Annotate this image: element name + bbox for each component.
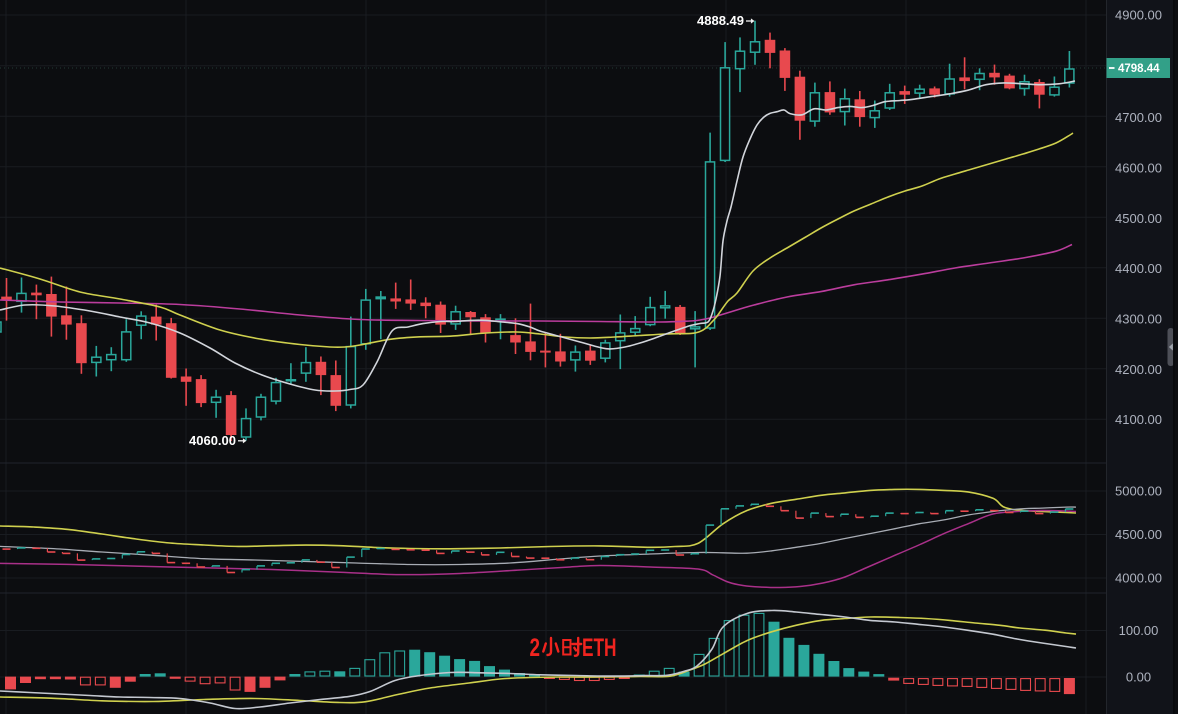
svg-text:5000.00: 5000.00: [1115, 484, 1162, 499]
svg-text:4700.00: 4700.00: [1115, 110, 1162, 125]
svg-text:4500.00: 4500.00: [1115, 527, 1162, 542]
svg-text:4888.49: 4888.49: [697, 13, 744, 28]
svg-text:4060.00: 4060.00: [189, 433, 236, 448]
svg-text:2: 2: [530, 634, 541, 662]
svg-text:4400.00: 4400.00: [1115, 261, 1162, 276]
svg-text:4300.00: 4300.00: [1115, 312, 1162, 327]
svg-text:4798.44: 4798.44: [1118, 63, 1160, 75]
svg-text:4600.00: 4600.00: [1115, 161, 1162, 176]
svg-text:4100.00: 4100.00: [1115, 412, 1162, 427]
svg-text:4500.00: 4500.00: [1115, 211, 1162, 226]
svg-text:4000.00: 4000.00: [1115, 571, 1162, 586]
svg-text:100.00: 100.00: [1119, 623, 1159, 638]
svg-text:0.00: 0.00: [1126, 670, 1151, 685]
svg-text:4200.00: 4200.00: [1115, 362, 1162, 377]
svg-text:ETH: ETH: [582, 634, 617, 662]
svg-text:4900.00: 4900.00: [1115, 8, 1162, 23]
